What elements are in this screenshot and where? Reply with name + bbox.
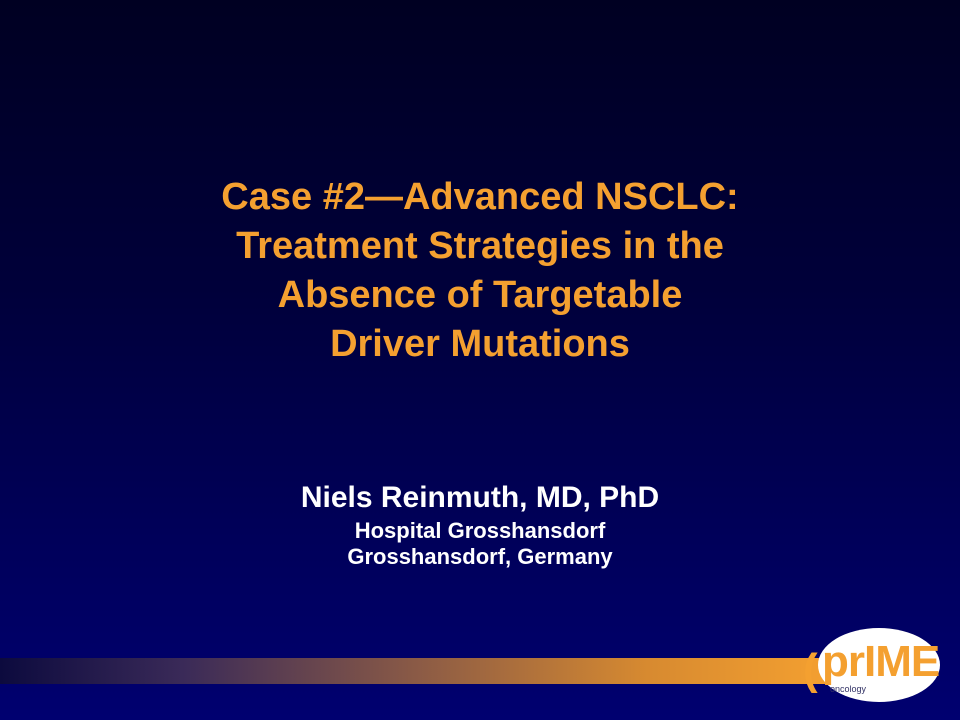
logo-paren: ( [803, 645, 818, 694]
title-line: Case #2—Advanced NSCLC: [221, 176, 739, 218]
title-line: Absence of Targetable [277, 274, 683, 316]
author-name: Niels Reinmuth, MD, PhD [300, 481, 660, 514]
author-institution: Hospital Grosshansdorf [354, 518, 606, 543]
logo-pr: pr [822, 637, 865, 686]
title-line: Treatment Strategies in the [236, 225, 724, 267]
logo-wordmark: prIME [822, 637, 940, 686]
logo-sub: oncology [830, 684, 867, 694]
author-location: Grosshansdorf, Germany [347, 544, 613, 569]
decorative-stripe [0, 658, 830, 684]
logo-ime: IME [864, 637, 940, 686]
logo-circle [818, 628, 940, 702]
title-line: Driver Mutations [330, 323, 630, 365]
slide-title: Case #2—Advanced NSCLC: Treatment Strate… [80, 173, 880, 369]
author-block: Niels Reinmuth, MD, PhD Hospital Grossha… [180, 478, 780, 570]
